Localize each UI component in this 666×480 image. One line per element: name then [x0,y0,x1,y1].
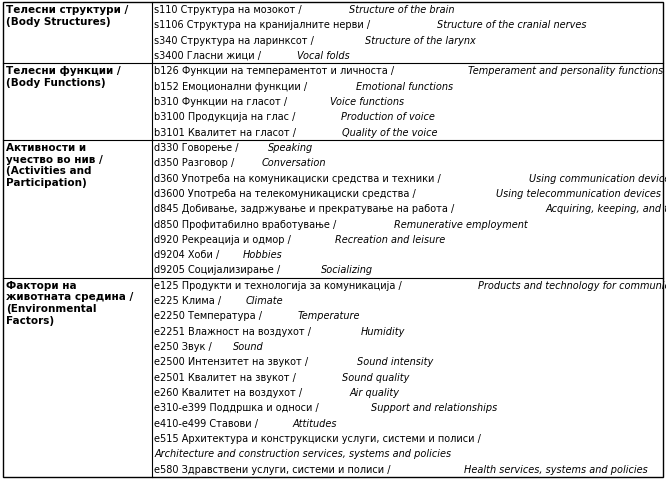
Text: Acquiring, keeping, and termination of a job: Acquiring, keeping, and termination of a… [546,204,666,214]
Text: e2250 Температура /: e2250 Температура / [155,311,266,321]
Text: b310 Функции на гласот /: b310 Функции на гласот / [155,97,291,107]
Text: Climate: Climate [245,296,283,305]
Text: Production of voice: Production of voice [341,112,435,122]
Text: e310-e399 Поддршка и односи /: e310-e399 Поддршка и односи / [155,403,322,412]
Text: e410-e499 Ставови /: e410-e499 Ставови / [155,418,262,428]
Text: d3600 Употреба на телекомуникациски средства /: d3600 Употреба на телекомуникациски сред… [155,189,420,198]
Text: s3400 Гласни жици /: s3400 Гласни жици / [155,51,264,61]
Text: d360 Употреба на комуникациски средства и техники /: d360 Употреба на комуникациски средства … [155,173,444,183]
Text: Quality of the voice: Quality of the voice [342,127,438,137]
Text: Socializing: Socializing [321,265,374,275]
Text: Structure of the cranial nerves: Structure of the cranial nerves [438,20,587,30]
Text: Temperature: Temperature [298,311,360,321]
Text: b152 Емоционални функции /: b152 Емоционални функции / [155,82,311,91]
Text: Temperament and personality functions: Temperament and personality functions [468,66,663,76]
Text: d845 Добивање, задржување и прекратување на работа /: d845 Добивање, задржување и прекратување… [155,204,458,214]
Text: Attitudes: Attitudes [293,418,337,428]
Text: b3100 Продукција на глас /: b3100 Продукција на глас / [155,112,299,122]
Text: d9205 Социјализирање /: d9205 Социјализирање / [155,265,284,275]
Text: Products and technology for communication: Products and technology for communicatio… [478,280,666,290]
Text: Sound intensity: Sound intensity [358,357,434,367]
Text: e580 Здравствени услуги, системи и полиси /: e580 Здравствени услуги, системи и полис… [155,464,394,474]
Text: Voice functions: Voice functions [330,97,404,107]
Text: e260 Квалитет на воздухот /: e260 Квалитет на воздухот / [155,387,306,397]
Text: Sound quality: Sound quality [342,372,409,382]
Text: e2500 Интензитет на звукот /: e2500 Интензитет на звукот / [155,357,312,367]
Text: Using telecommunication devices: Using telecommunication devices [496,189,661,198]
Text: Emotional functions: Emotional functions [356,82,454,91]
Text: Hobbies: Hobbies [242,250,282,260]
Text: Architecture and construction services, systems and policies: Architecture and construction services, … [155,448,452,458]
Text: Телесни функции /
(Body Functions): Телесни функции / (Body Functions) [6,66,121,88]
Text: e2251 Влажност на воздухот /: e2251 Влажност на воздухот / [155,326,314,336]
Text: Телесни структури /
(Body Structures): Телесни структури / (Body Structures) [6,5,129,26]
Text: d330 Говорење /: d330 Говорење / [155,143,242,153]
Text: Remunerative employment: Remunerative employment [394,219,527,229]
Text: e125 Продукти и технологија за комуникација /: e125 Продукти и технологија за комуникац… [155,280,406,290]
Text: Recreation and leisure: Recreation and leisure [335,234,446,244]
Text: Активности и
учество во нив /
(Activities and
Participation): Активности и учество во нив / (Activitie… [6,143,103,187]
Text: s110 Структура на мозокот /: s110 Структура на мозокот / [155,5,305,15]
Text: Health services, systems and policies: Health services, systems and policies [464,464,647,474]
Text: Support and relationships: Support and relationships [371,403,498,412]
Text: e225 Клима /: e225 Клима / [155,296,224,305]
Text: b3101 Квалитет на гласот /: b3101 Квалитет на гласот / [155,127,300,137]
Text: Sound: Sound [233,341,264,351]
Text: e250 Звук /: e250 Звук / [155,341,215,351]
Text: Vocal folds: Vocal folds [296,51,350,61]
Text: Structure of the brain: Structure of the brain [349,5,454,15]
Text: e515 Архитектура и конструкциски услуги, системи и полиси /: e515 Архитектура и конструкциски услуги,… [155,433,484,443]
Text: Air quality: Air quality [350,387,400,397]
Text: s1106 Структура на кранијалните нерви /: s1106 Структура на кранијалните нерви / [155,20,374,30]
Text: Structure of the larynx: Structure of the larynx [365,36,476,46]
Text: e2501 Квалитет на звукот /: e2501 Квалитет на звукот / [155,372,300,382]
Text: d920 Рекреација и одмор /: d920 Рекреација и одмор / [155,234,294,244]
Text: Speaking: Speaking [268,143,313,153]
Text: Humidity: Humidity [361,326,406,336]
Text: Using communication devices and techniques: Using communication devices and techniqu… [529,173,666,183]
Text: b126 Функции на темпераментот и личноста /: b126 Функции на темпераментот и личноста… [155,66,398,76]
Text: Conversation: Conversation [262,158,326,168]
Text: d350 Разговор /: d350 Разговор / [155,158,238,168]
Text: d9204 Хоби /: d9204 Хоби / [155,250,223,260]
Text: Фактори на
животната средина /
(Environmental
Factors): Фактори на животната средина / (Environm… [6,280,133,325]
Text: d850 Профитабилно вработување /: d850 Профитабилно вработување / [155,219,340,229]
Text: s340 Структура на ларинксот /: s340 Структура на ларинксот / [155,36,318,46]
